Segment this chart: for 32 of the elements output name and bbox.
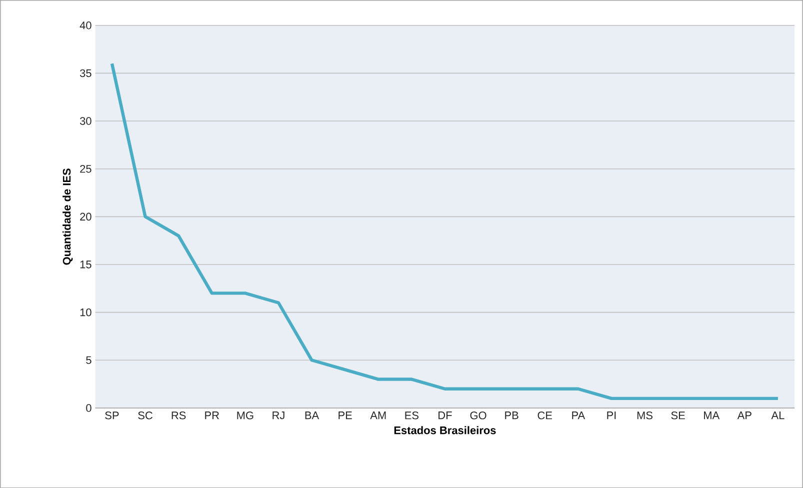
y-tick-label: 35 [80,69,92,77]
x-tick-label: GO [470,411,486,420]
x-tick-label: SE [671,411,685,420]
x-axis-title: Estados Brasileiros [394,426,496,434]
y-tick-label: 10 [80,308,92,316]
x-tick-label: ES [405,411,418,420]
x-tick-label: PI [607,411,616,419]
y-tick-label: 15 [80,260,92,268]
x-tick-label: MS [637,411,652,420]
x-tick-label: DF [438,411,452,419]
x-tick-label: PR [205,411,219,419]
x-tick-label: SP [105,411,119,420]
y-tick-label: 30 [80,117,92,125]
x-tick-label: CE [538,411,552,420]
y-tick-label: 20 [80,212,92,220]
x-tick-label: MG [237,411,254,420]
x-tick-label: PA [572,411,586,419]
y-tick-label: 0 [86,404,92,412]
x-tick-label: AM [370,411,386,419]
x-tick-label: SC [138,411,152,420]
y-axis-title: Quantidade de IES [62,168,73,265]
x-tick-label: AL [771,411,784,419]
y-tick-label: 25 [80,164,92,173]
x-tick-label: MA [704,411,720,419]
y-tick-label: 40 [80,21,92,30]
x-tick-label: PE [338,411,352,419]
x-tick-label: BA [305,411,320,419]
x-tick-label: AP [737,411,752,419]
x-tick-label: PB [505,411,518,419]
x-tick-label: RJ [272,411,284,420]
y-tick-label: 5 [86,356,92,364]
x-tick-label: RS [172,411,186,420]
